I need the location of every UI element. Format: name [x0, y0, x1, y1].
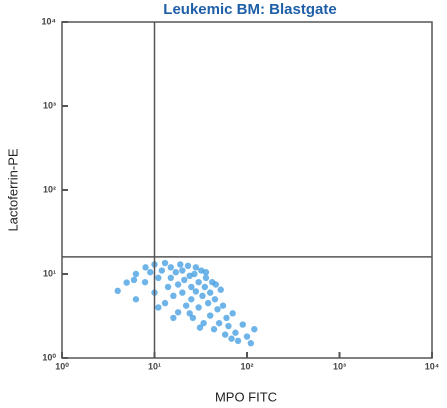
y-axis-label: Lactoferrin-PE	[5, 148, 20, 231]
plot-frame	[61, 21, 433, 359]
y-tick-label: 10¹	[43, 268, 56, 278]
event-dot	[228, 335, 235, 342]
event-dot	[174, 309, 182, 316]
event-dot	[215, 319, 223, 327]
x-tick-label: 10²	[240, 361, 253, 371]
event-dot	[155, 304, 162, 311]
event-dot	[191, 270, 198, 278]
event-dot	[132, 296, 140, 303]
event-dot	[141, 278, 149, 286]
event-dot	[132, 270, 140, 278]
event-dot	[130, 276, 138, 284]
event-dot	[234, 337, 242, 345]
event-dot	[179, 267, 186, 274]
x-axis-label: MPO FITC	[215, 389, 277, 404]
event-dot	[177, 261, 184, 268]
event-dot	[214, 306, 221, 313]
event-dot	[170, 314, 177, 322]
event-dot	[206, 289, 214, 296]
event-dot	[195, 278, 202, 286]
event-dot	[206, 312, 214, 319]
event-dot	[186, 310, 193, 317]
event-dot	[147, 269, 154, 276]
event-dot	[167, 264, 174, 271]
event-dot	[204, 299, 212, 307]
event-dot	[251, 326, 258, 333]
event-dot	[158, 267, 166, 274]
event-dot	[189, 314, 197, 322]
x-tick-label: 10¹	[148, 361, 161, 371]
event-dot	[211, 296, 219, 303]
event-dot	[195, 304, 202, 311]
event-dot	[229, 310, 236, 317]
event-dot	[174, 281, 182, 288]
event-dot	[172, 269, 180, 276]
event-dot	[232, 329, 239, 336]
x-tick-label: 10³	[333, 361, 346, 371]
event-dot	[161, 259, 169, 267]
x-tick-label: 10⁴	[425, 361, 439, 371]
event-dot	[192, 264, 200, 271]
event-dot	[221, 331, 229, 338]
event-dot	[155, 274, 162, 282]
event-dot	[167, 274, 174, 282]
event-dot	[170, 292, 177, 300]
event-dot	[188, 283, 195, 291]
chart-title: Leukemic BM: Blastgate	[163, 1, 336, 18]
event-dot	[164, 283, 172, 291]
event-dot	[247, 340, 255, 347]
event-dot	[161, 299, 169, 307]
event-dot	[142, 264, 149, 271]
event-dot	[210, 326, 218, 333]
x-tick-label: 10⁰	[55, 361, 69, 371]
event-dot	[239, 321, 246, 328]
event-dot	[184, 262, 192, 270]
event-dot	[182, 302, 190, 309]
event-dot	[199, 292, 206, 300]
event-dot	[223, 314, 230, 322]
event-dot	[219, 302, 227, 309]
event-dot	[201, 283, 209, 291]
y-tick-label: 10⁴	[42, 16, 56, 26]
event-dot	[188, 296, 195, 303]
event-dot	[202, 274, 210, 282]
event-dot	[196, 324, 204, 331]
event-dot	[114, 287, 121, 295]
event-dot	[225, 322, 232, 330]
event-dot	[123, 279, 130, 286]
y-tick-label: 10²	[43, 184, 56, 194]
y-tick-label: 10³	[43, 100, 56, 110]
event-dot	[200, 319, 207, 327]
event-dot	[212, 281, 220, 288]
event-dot	[243, 333, 251, 340]
y-tick-label: 10⁰	[42, 352, 56, 362]
event-dot	[202, 269, 210, 276]
event-dot	[217, 286, 224, 293]
event-dot	[179, 289, 186, 296]
event-dot	[181, 276, 188, 284]
event-dot	[192, 288, 200, 295]
